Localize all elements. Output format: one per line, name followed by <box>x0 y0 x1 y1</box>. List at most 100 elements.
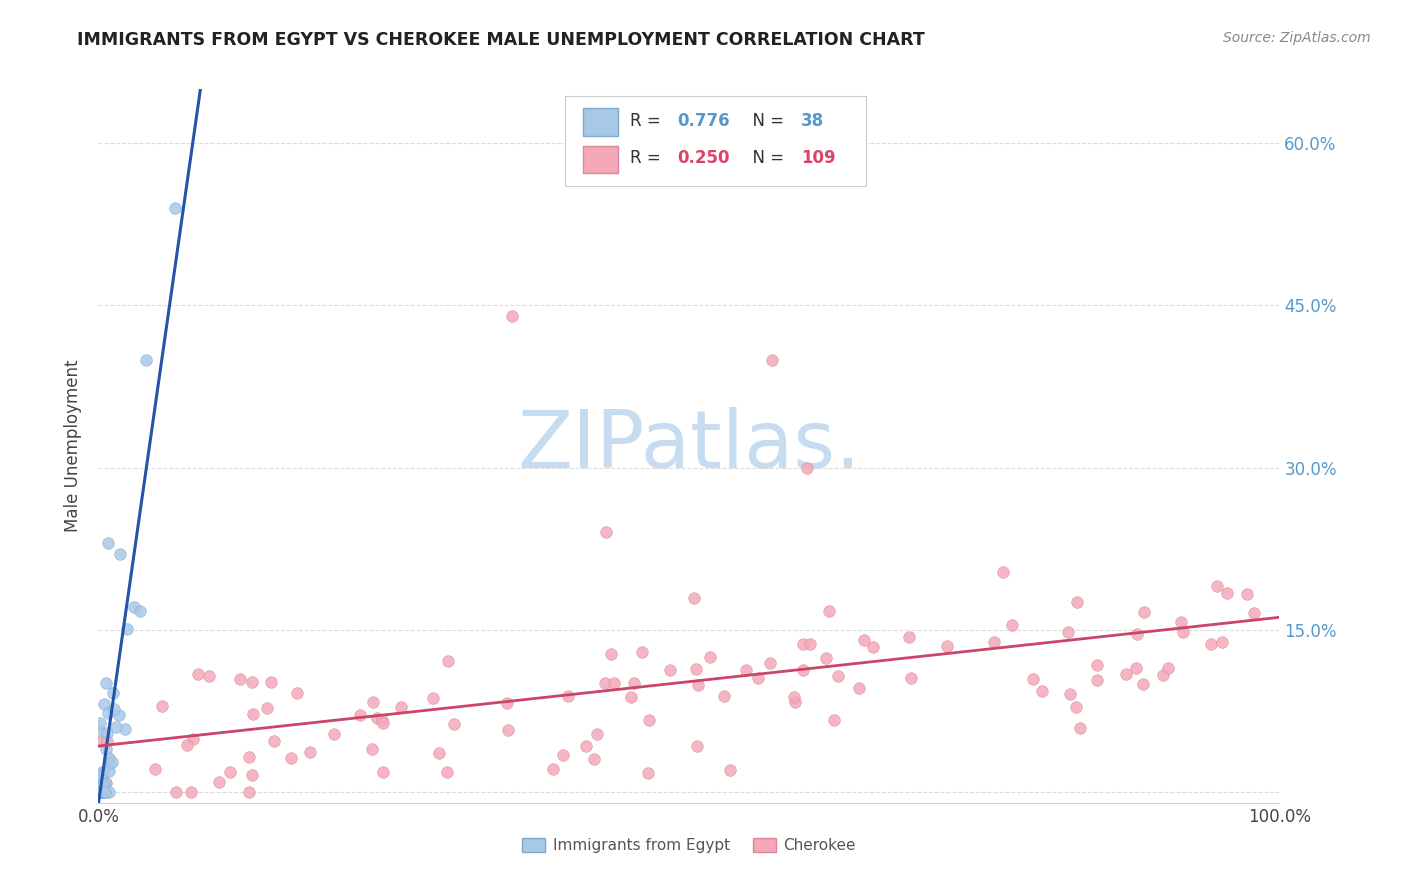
Point <box>852 633 875 648</box>
Point <box>551 747 574 762</box>
Point <box>101 686 124 700</box>
Point <box>94 776 117 790</box>
Point <box>323 727 346 741</box>
FancyBboxPatch shape <box>582 145 619 173</box>
Point <box>900 671 922 685</box>
Point <box>198 669 221 683</box>
Point <box>817 604 839 618</box>
Point <box>98 756 121 771</box>
Point <box>1152 668 1174 682</box>
Point <box>501 310 523 324</box>
Point <box>152 699 174 714</box>
Point <box>557 689 579 703</box>
Point <box>1125 661 1147 675</box>
Point <box>983 634 1005 648</box>
Text: N =: N = <box>742 149 789 167</box>
Point <box>1170 615 1192 629</box>
Point <box>848 681 870 696</box>
Point <box>89 771 111 785</box>
Point <box>1057 625 1080 640</box>
Point <box>94 774 117 789</box>
Point <box>98 785 121 799</box>
Point <box>298 745 321 759</box>
Point <box>582 752 605 766</box>
Point <box>114 722 136 736</box>
Point <box>1115 667 1137 681</box>
Point <box>103 702 125 716</box>
Point <box>638 713 661 727</box>
Point <box>229 672 252 686</box>
Point <box>143 762 166 776</box>
Point <box>366 711 388 725</box>
Point <box>135 352 157 367</box>
Point <box>630 645 652 659</box>
Point <box>128 605 150 619</box>
Point <box>98 764 121 778</box>
Text: 38: 38 <box>801 112 824 129</box>
Point <box>586 727 609 741</box>
Point <box>620 690 643 705</box>
Point <box>427 747 450 761</box>
Point <box>94 741 117 756</box>
Point <box>101 755 124 769</box>
Point <box>595 676 617 690</box>
Point <box>91 785 114 799</box>
Point <box>280 751 302 765</box>
Point <box>991 565 1014 579</box>
Point <box>1205 579 1227 593</box>
Point <box>1157 661 1180 675</box>
Point <box>90 784 112 798</box>
Point <box>747 671 769 685</box>
Point <box>94 785 117 799</box>
Point <box>1066 594 1088 608</box>
Point <box>761 352 783 367</box>
Point <box>90 780 112 794</box>
Point <box>91 785 114 799</box>
Point <box>575 739 598 753</box>
Point <box>1132 677 1154 691</box>
Point <box>285 686 308 700</box>
Point <box>699 649 721 664</box>
Point <box>599 647 621 661</box>
Point <box>91 766 114 780</box>
Text: R =: R = <box>630 112 666 129</box>
Text: R =: R = <box>630 149 666 167</box>
Y-axis label: Male Unemployment: Male Unemployment <box>63 359 82 533</box>
Point <box>436 764 458 779</box>
Point <box>90 764 112 779</box>
Point <box>89 715 111 730</box>
Point <box>373 765 395 780</box>
Point <box>260 674 283 689</box>
Point <box>1216 586 1239 600</box>
Point <box>165 785 187 799</box>
Point <box>1171 625 1194 640</box>
Point <box>176 738 198 752</box>
Point <box>96 726 118 740</box>
Point <box>1243 606 1265 620</box>
Point <box>91 785 114 799</box>
Point <box>602 676 624 690</box>
Point <box>89 724 111 739</box>
Point <box>1022 673 1045 687</box>
Point <box>242 706 264 721</box>
Point <box>898 630 921 644</box>
Point <box>783 690 806 705</box>
Point <box>1125 626 1147 640</box>
Point <box>361 695 384 709</box>
Point <box>1069 721 1091 735</box>
Point <box>181 731 204 746</box>
Point <box>1236 587 1258 601</box>
Point <box>93 698 115 712</box>
Point <box>90 768 112 782</box>
Point <box>713 689 735 703</box>
Point <box>389 700 412 714</box>
Point <box>94 675 117 690</box>
Text: 0.776: 0.776 <box>678 112 730 129</box>
Point <box>180 785 202 799</box>
Point <box>422 690 444 705</box>
Point <box>1064 700 1087 714</box>
Point <box>815 651 838 665</box>
Point <box>1132 605 1154 619</box>
Point <box>682 591 704 606</box>
Point <box>785 695 807 709</box>
